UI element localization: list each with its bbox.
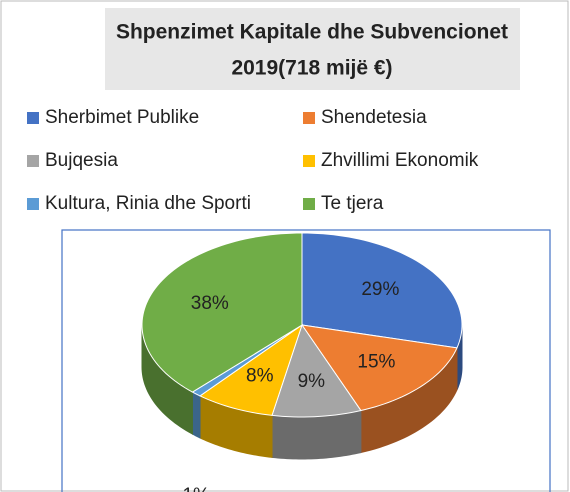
chart-subtitle: 2019(718 mijë €) [231, 57, 392, 80]
legend-swatch [27, 155, 39, 167]
data-label: 9% [298, 371, 326, 392]
data-label: 15% [357, 352, 395, 373]
plot-area [61, 229, 551, 492]
legend-swatch [303, 112, 315, 124]
legend-swatch [27, 198, 39, 210]
legend-label: Sherbimet Publike [45, 107, 199, 128]
chart-title: Shpenzimet Kapitale dhe Subvencionet [116, 21, 508, 44]
legend-label: Te tjera [321, 193, 384, 214]
slice [141, 232, 303, 393]
title-box [105, 8, 520, 90]
legend-label: Zhvillimi Ekonomik [321, 150, 479, 171]
data-label: 38% [191, 293, 229, 314]
slice [300, 324, 458, 412]
data-label: 8% [246, 366, 274, 387]
slice-side [271, 409, 362, 460]
data-label: 1% [182, 485, 210, 492]
slice [199, 323, 303, 416]
legend-label: Shendetesia [321, 107, 427, 128]
slice [301, 232, 463, 349]
legend-swatch [27, 112, 39, 124]
slice [271, 323, 362, 418]
slice-side [191, 391, 201, 439]
legend-label: Kultura, Rinia dhe Sporti [45, 193, 251, 214]
data-label: 29% [361, 279, 399, 300]
legend-swatch [303, 198, 315, 210]
legend-label: Bujqesia [45, 150, 118, 171]
legend-swatch [303, 155, 315, 167]
